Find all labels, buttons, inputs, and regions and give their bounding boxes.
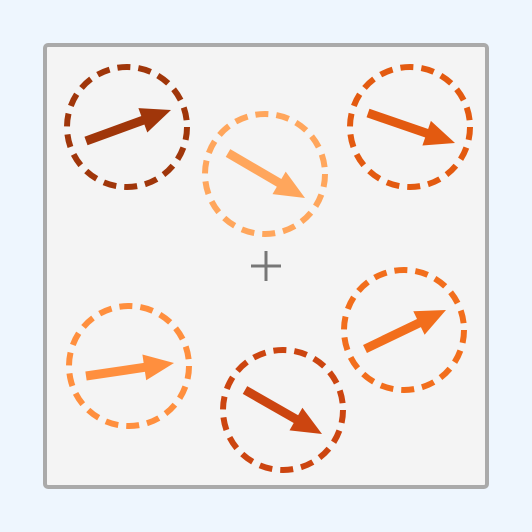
arrow-right-icon — [85, 362, 147, 381]
dial-2[interactable] — [202, 111, 328, 237]
arrow-head-icon — [422, 120, 455, 146]
center-marker — [251, 251, 281, 281]
arrow-head-icon — [413, 310, 446, 335]
dial-ring[interactable] — [64, 64, 190, 190]
dial-5[interactable] — [220, 347, 346, 473]
dial-3[interactable] — [347, 64, 473, 190]
dial-ring[interactable] — [202, 111, 328, 237]
dial-6[interactable] — [341, 267, 467, 393]
arrow-down-right-icon — [366, 108, 430, 139]
arrow-down-right-icon — [242, 386, 300, 425]
arrow-head-icon — [289, 407, 322, 434]
arrow-head-icon — [272, 171, 305, 198]
dial-layer — [64, 64, 473, 473]
arrow-up-right-icon — [84, 115, 147, 146]
arrow-head-icon — [142, 354, 174, 381]
dial-4[interactable] — [66, 303, 192, 429]
arrow-head-icon — [138, 108, 171, 133]
dial-1[interactable] — [64, 64, 190, 190]
arrow-up-right-icon — [363, 318, 423, 354]
dial-ring[interactable] — [341, 267, 467, 393]
arrow-down-right-icon — [225, 149, 284, 188]
dial-ring[interactable] — [347, 64, 473, 190]
dial-ring[interactable] — [220, 347, 346, 473]
dial-ring[interactable] — [66, 303, 192, 429]
